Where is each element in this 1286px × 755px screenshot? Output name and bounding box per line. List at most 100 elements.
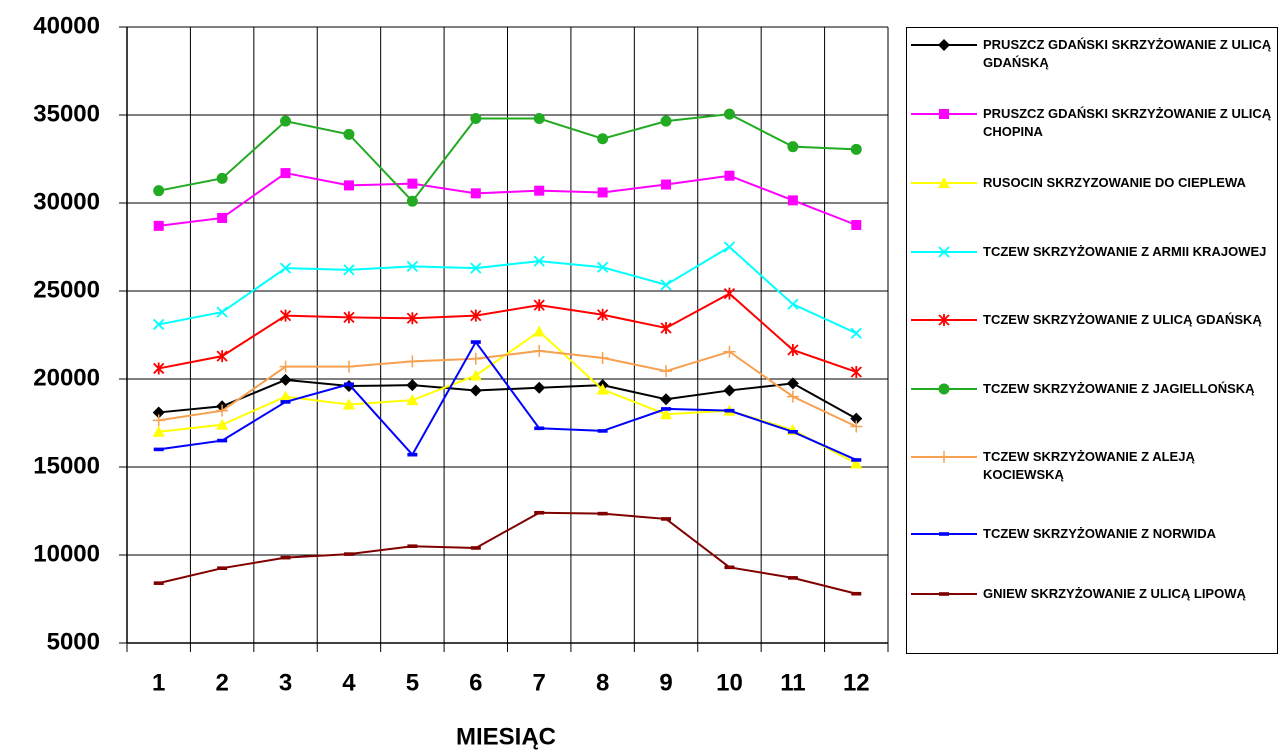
- marker: [660, 115, 672, 127]
- marker: [724, 170, 735, 181]
- x-tick-label: 5: [406, 669, 419, 696]
- marker: [660, 279, 672, 291]
- legend-swatch: [911, 314, 977, 326]
- legend-entry: RUSOCIN SKRZYZOWANIE DO CIEPLEWA: [907, 174, 1277, 192]
- marker: [469, 369, 482, 381]
- y-tick-label: 5000: [47, 628, 100, 655]
- marker: [723, 345, 736, 358]
- marker: [723, 241, 736, 253]
- y-tick-label: 35000: [33, 100, 100, 127]
- marker: [723, 108, 735, 120]
- marker: [217, 566, 228, 570]
- marker: [533, 113, 545, 125]
- marker: [850, 143, 862, 155]
- marker: [660, 408, 673, 420]
- marker: [343, 264, 355, 276]
- marker: [786, 390, 799, 403]
- marker: [596, 351, 609, 364]
- marker: [596, 383, 609, 395]
- legend-swatch: [911, 246, 977, 258]
- marker: [786, 377, 799, 390]
- legend-swatch: [911, 177, 977, 188]
- marker: [533, 255, 545, 267]
- marker: [850, 420, 863, 433]
- series-line: [158, 378, 857, 420]
- marker: [343, 552, 354, 556]
- legend-label: TCZEW SKRZYŻOWANIE Z NORWIDA: [983, 526, 1217, 541]
- legend-entry: PRUSZCZ GDAŃSKI SKRZYŻOWANIE Z ULICĄ CHO…: [907, 105, 1277, 141]
- marker: [597, 511, 608, 516]
- marker: [787, 141, 799, 153]
- marker: [938, 314, 950, 326]
- legend-entry: TCZEW SKRZYŻOWANIE Z ULICĄ GDAŃSKĄ: [907, 311, 1277, 329]
- marker: [343, 382, 354, 387]
- legend-swatch: [911, 451, 977, 463]
- marker: [406, 394, 419, 406]
- marker: [470, 309, 482, 322]
- legend-label: TCZEW SKRZYŻOWANIE Z ALEJĄ KOCIEWSKĄ: [983, 449, 1195, 482]
- x-tick-label: 1: [152, 669, 165, 696]
- marker: [342, 398, 355, 410]
- marker: [660, 393, 673, 406]
- legend-entry: PRUSZCZ GDAŃSKI SKRZYŻOWANIE Z ULICĄ GDA…: [907, 36, 1277, 72]
- marker: [407, 452, 418, 457]
- marker: [280, 115, 292, 127]
- marker: [216, 350, 228, 363]
- legend-label: TCZEW SKRZYŻOWANIE Z ULICĄ GDAŃSKĄ: [983, 312, 1262, 327]
- series-line: [158, 172, 857, 227]
- marker: [279, 262, 292, 274]
- marker: [280, 168, 291, 179]
- marker: [724, 408, 735, 413]
- legend-entry: TCZEW SKRZYŻOWANIE Z ARMII KRAJOWEJ: [907, 243, 1277, 261]
- marker: [787, 576, 798, 580]
- marker: [343, 311, 355, 324]
- legend-entry: TCZEW SKRZYŻOWANIE Z ALEJĄ KOCIEWSKĄ: [907, 448, 1277, 484]
- marker: [724, 565, 735, 570]
- marker: [469, 352, 482, 365]
- legend-swatch: [911, 109, 977, 119]
- x-tick-label: 2: [215, 669, 228, 696]
- marker: [217, 438, 228, 443]
- x-tick-label: 12: [843, 669, 870, 696]
- marker: [533, 344, 546, 357]
- legend-entry: TCZEW SKRZYŻOWANIE Z NORWIDA: [907, 525, 1277, 543]
- x-tick-label: 8: [596, 669, 609, 696]
- marker: [597, 429, 608, 433]
- legend-label: RUSOCIN SKRZYZOWANIE DO CIEPLEWA: [983, 175, 1246, 190]
- marker: [407, 178, 418, 189]
- marker: [939, 109, 949, 119]
- marker: [217, 212, 228, 223]
- marker: [470, 262, 482, 274]
- series-line: [158, 245, 857, 335]
- x-tick-label: 10: [716, 669, 743, 696]
- x-tick-label: 7: [533, 669, 546, 696]
- marker: [850, 327, 862, 339]
- x-tick-label: 3: [279, 669, 292, 696]
- marker: [470, 113, 482, 125]
- marker: [407, 544, 418, 548]
- legend-label: TCZEW SKRZYŻOWANIE Z JAGIELLOŃSKĄ: [983, 381, 1255, 396]
- marker: [216, 418, 229, 430]
- y-tick-label: 30000: [33, 188, 100, 215]
- marker: [534, 426, 545, 431]
- marker: [596, 308, 609, 321]
- series-line: [158, 511, 857, 595]
- marker: [723, 287, 736, 300]
- marker: [938, 246, 950, 258]
- marker: [216, 306, 228, 318]
- marker: [470, 546, 481, 550]
- marker: [406, 355, 419, 368]
- marker: [851, 458, 862, 462]
- chart: MIESIĄC 5000 10000 15000 20000 25000 30000 350…: [33, 12, 889, 750]
- marker: [723, 384, 736, 397]
- marker: [343, 180, 354, 191]
- marker: [469, 384, 482, 397]
- marker: [216, 404, 229, 417]
- marker: [342, 360, 355, 373]
- legend-label: PRUSZCZ GDAŃSKI SKRZYŻOWANIE Z ULICĄ CHO…: [983, 106, 1272, 139]
- marker: [406, 260, 419, 272]
- marker: [938, 39, 950, 51]
- marker: [153, 362, 165, 375]
- marker: [851, 220, 862, 230]
